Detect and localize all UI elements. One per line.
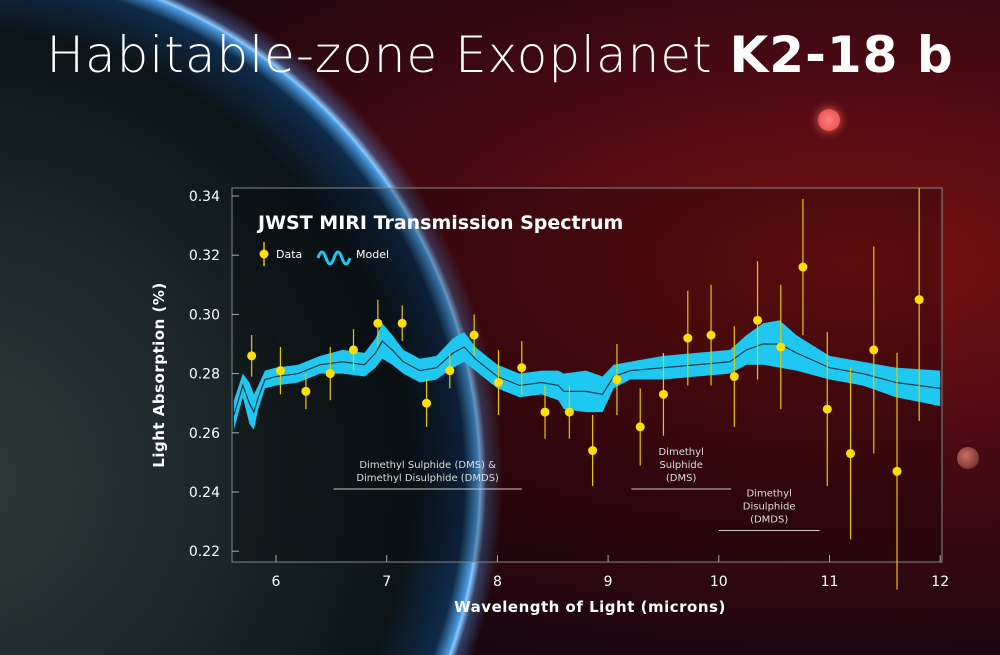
legend-model-label: Model — [356, 248, 389, 261]
data-point — [658, 389, 668, 399]
data-point — [517, 363, 527, 373]
y-tick-label: 0.32 — [189, 248, 220, 264]
data-point — [635, 422, 645, 432]
data-point — [275, 366, 285, 376]
annotation-label: (DMS) — [666, 473, 697, 484]
page-title: Habitable-zone Exoplanet K2-18 b — [0, 26, 1000, 84]
model-line — [233, 340, 941, 416]
y-tick-label: 0.30 — [189, 307, 220, 323]
data-point — [798, 262, 808, 272]
data-point — [588, 446, 598, 456]
data-point — [247, 351, 257, 361]
data-point — [325, 369, 335, 379]
y-tick-label: 0.28 — [189, 367, 220, 383]
small-planet — [957, 447, 979, 469]
data-point — [494, 377, 504, 387]
annotation-label: Dimethyl — [658, 447, 703, 458]
y-tick-label: 0.24 — [189, 485, 220, 501]
data-point — [846, 449, 856, 459]
title-bold: K2-18 b — [729, 26, 954, 84]
data-point — [422, 398, 432, 408]
data-point — [683, 333, 693, 343]
data-point — [564, 407, 574, 417]
annotation-label: Dimethyl Disulphide (DMDS) — [356, 473, 499, 484]
data-point — [301, 386, 311, 396]
data-point — [397, 318, 407, 328]
annotation-label: Dimethyl Sulphide (DMS) & — [359, 460, 496, 471]
data-point — [822, 404, 832, 414]
y-tick-label: 0.22 — [189, 544, 220, 560]
data-point — [469, 330, 479, 340]
data-point — [706, 330, 716, 340]
data-point — [869, 345, 879, 355]
data-point — [729, 372, 739, 382]
x-tick-label: 10 — [710, 574, 728, 590]
title-light: Habitable-zone Exoplanet — [46, 26, 730, 84]
x-tick-label: 11 — [821, 574, 839, 590]
x-axis-label: Wavelength of Light (microns) — [454, 598, 726, 616]
x-tick-label: 12 — [931, 574, 949, 590]
x-tick-label: 6 — [272, 574, 281, 590]
data-point — [776, 342, 786, 352]
legend-data-label: Data — [276, 248, 302, 261]
x-tick-label: 9 — [604, 574, 613, 590]
y-axis-label: Light Absorption (%) — [150, 282, 168, 467]
y-tick-label: 0.34 — [189, 189, 220, 205]
legend-model-swatch — [316, 250, 352, 266]
data-point — [373, 318, 383, 328]
legend: Data Model — [259, 242, 389, 266]
x-tick-label: 8 — [493, 574, 502, 590]
data-point — [753, 315, 763, 325]
annotation-label: Disulphide — [743, 501, 796, 512]
legend-data-marker — [259, 249, 269, 259]
annotation-label: Sulphide — [659, 460, 702, 471]
data-point — [612, 375, 622, 385]
y-tick-label: 0.26 — [189, 426, 220, 442]
x-tick-label: 7 — [382, 574, 391, 590]
model-band — [233, 320, 941, 430]
data-point — [540, 407, 550, 417]
data-point — [445, 366, 455, 376]
data-point — [914, 295, 924, 305]
annotation-label: Dimethyl — [747, 488, 792, 499]
annotation-label: (DMDS) — [750, 514, 788, 525]
data-point — [892, 466, 902, 476]
red-star — [818, 109, 840, 131]
chart-title: JWST MIRI Transmission Spectrum — [256, 212, 623, 234]
data-point — [348, 345, 358, 355]
